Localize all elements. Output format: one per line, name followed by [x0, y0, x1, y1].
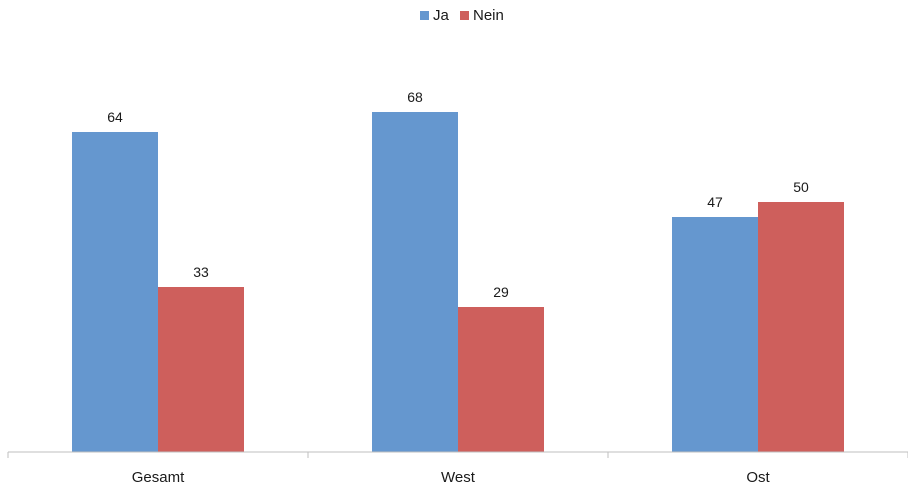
value-label-ja-west: 68	[407, 89, 423, 105]
value-label-nein-west: 29	[493, 284, 509, 300]
category-label-west: West	[441, 469, 476, 486]
bar-ja-ost	[672, 217, 758, 452]
bar-ja-gesamt	[72, 132, 158, 452]
category-label-ost: Ost	[746, 469, 770, 486]
legend-label-ja: Ja	[433, 7, 450, 24]
value-label-ja-ost: 47	[707, 194, 723, 210]
legend-swatch-nein	[460, 11, 469, 20]
bars-group	[72, 112, 844, 452]
bar-nein-ost	[758, 202, 844, 452]
bar-nein-west	[458, 307, 544, 452]
value-label-ja-gesamt: 64	[107, 109, 123, 125]
legend-label-nein: Nein	[473, 7, 504, 24]
legend: Ja Nein	[420, 7, 504, 24]
value-label-nein-gesamt: 33	[193, 264, 209, 280]
category-labels-group: Gesamt West Ost	[132, 469, 771, 486]
category-label-gesamt: Gesamt	[132, 469, 185, 486]
legend-swatch-ja	[420, 11, 429, 20]
x-axis-ticks	[7, 452, 908, 458]
bar-nein-gesamt	[158, 287, 244, 452]
bar-ja-west	[372, 112, 458, 452]
value-label-nein-ost: 50	[793, 179, 809, 195]
value-labels-group: 64 33 68 29 47 50	[107, 89, 809, 300]
